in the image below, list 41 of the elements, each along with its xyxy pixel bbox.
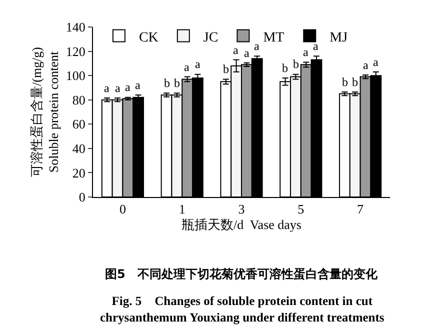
y-tick-label: 0	[78, 190, 86, 205]
x-tick-label: 7	[357, 202, 364, 217]
data-label: b	[223, 62, 229, 76]
data-label: a	[373, 55, 379, 69]
data-label: a	[184, 60, 190, 74]
x-tick-label: 0	[119, 202, 126, 217]
y-tick-label: 40	[72, 140, 86, 156]
x-tick-label: 5	[298, 202, 304, 217]
data-label: a	[313, 39, 319, 53]
x-tick-label: 1	[178, 202, 186, 217]
y-tick-label: 60	[72, 116, 86, 132]
data-label: a	[115, 81, 121, 95]
data-label: b	[282, 61, 288, 75]
text: Fig. 5 Changes of soluble protein content in cut chrysanthemum Youxiang under different treatments	[100, 294, 384, 324]
data-label: b	[293, 57, 299, 71]
data-label: a	[303, 45, 309, 59]
data-label: b	[352, 75, 358, 89]
legend-label: JC	[203, 30, 218, 46]
y-tick-label: 20	[72, 165, 86, 180]
y-axis-title: 可溶性蛋白含量/(mg/g) Soluble protein content	[28, 47, 61, 177]
y-tick-label: 120	[66, 44, 86, 59]
y-tick-label: 100	[66, 68, 86, 84]
y-tick-label: 140	[66, 20, 86, 35]
text: 图5 不同处理下切花菊优香可溶性蛋白含量的变化	[105, 267, 378, 281]
legend-label: MT	[263, 30, 285, 46]
data-label: a	[135, 78, 141, 92]
data-label: a	[195, 57, 201, 71]
data-label: a	[233, 43, 239, 57]
data-label: a	[244, 46, 250, 60]
data-label: a	[254, 39, 260, 53]
data-label: b	[164, 76, 170, 90]
data-label: a	[363, 58, 369, 72]
data-label: b	[342, 75, 348, 89]
y-tick-label: 80	[72, 92, 86, 108]
x-tick-label: 3	[238, 202, 245, 217]
legend-label: MJ	[330, 30, 348, 46]
data-label: a	[125, 80, 131, 94]
data-label: a	[104, 81, 110, 95]
legend-label: CK	[138, 30, 158, 46]
data-label: b	[174, 76, 180, 90]
x-axis-title: 瓶插天数/d Vase days	[181, 217, 302, 232]
